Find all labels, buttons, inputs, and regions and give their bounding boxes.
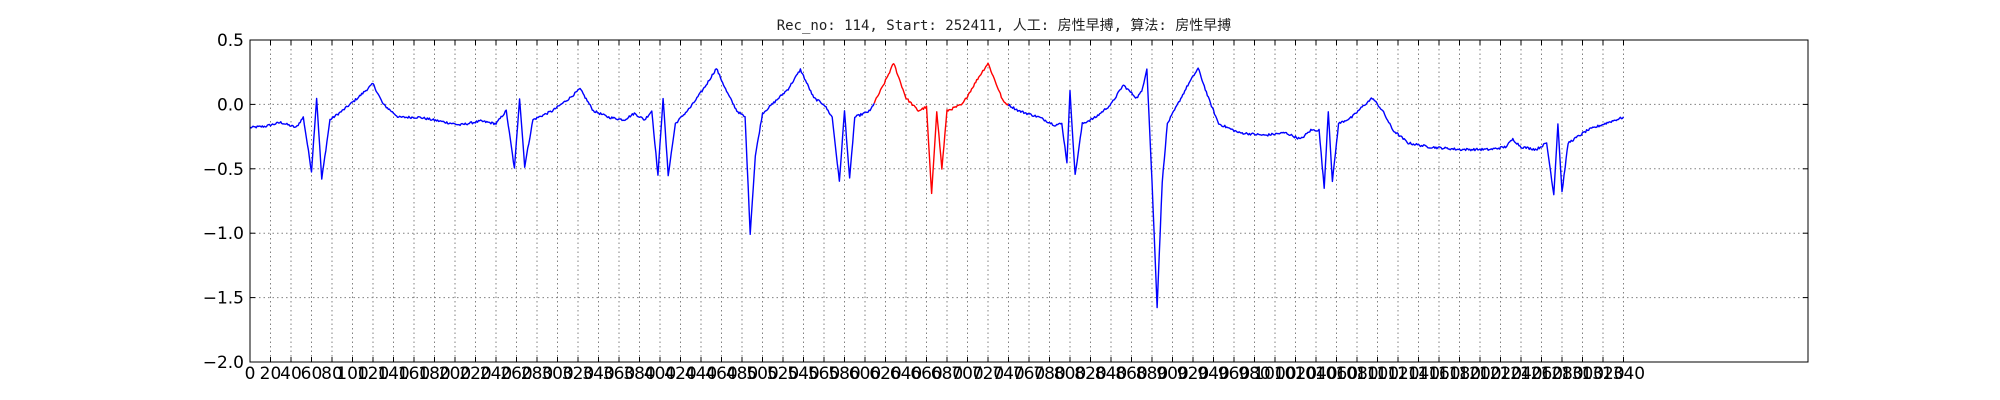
x-tick-label: 0 [245,364,256,384]
x-tick-label: 1100 [1356,364,1399,384]
x-tick-label: 1160 [1417,364,1460,384]
x-tick-label: 1340 [1602,364,1645,384]
ecg-signal-series [249,62,1625,309]
x-tick-label: 300 [541,364,573,384]
x-tick-label: 80 [321,364,343,384]
highlighted-beat-segment [873,62,1010,195]
x-tick-label: 1240 [1499,364,1542,384]
signal-line-segment [1007,67,1625,309]
x-tick-label: 140 [377,364,409,384]
x-tick-label: 1120 [1376,364,1419,384]
x-tick-label: 480 [726,364,758,384]
x-tick-label: 660 [910,364,942,384]
x-tick-label: 640 [890,364,922,384]
y-tick-label: −2.0 [203,353,244,373]
x-tick-label: 280 [521,364,553,384]
x-tick-label: 160 [398,364,430,384]
x-tick-label: 1040 [1294,364,1337,384]
x-tick-label: 560 [808,364,840,384]
x-tick-label: 360 [603,364,635,384]
x-tick-label: 120 [357,364,389,384]
y-tick-label: −1.0 [203,224,244,244]
x-tick-label: 60 [301,364,323,384]
x-tick-label: 600 [849,364,881,384]
x-tick-label: 540 [787,364,819,384]
x-tick-label: 40 [280,364,302,384]
signal-line-segment [249,68,875,236]
x-tick-label: 380 [623,364,655,384]
x-tick-label: 1280 [1540,364,1583,384]
y-tick-label: 0.5 [217,31,244,51]
x-tick-label: 1000 [1253,364,1296,384]
x-tick-label: 720 [972,364,1004,384]
x-axis-ticks: 0 204060801001201401601802002202402602803… [245,40,1645,384]
x-tick-label: 440 [685,364,717,384]
x-tick-label: 980 [1238,364,1270,384]
x-tick-label: 860 [1115,364,1147,384]
x-tick-label: 940 [1197,364,1229,384]
x-tick-label: 420 [664,364,696,384]
x-tick-label: 880 [1136,364,1168,384]
x-tick-label: 240 [480,364,512,384]
x-tick-label: 1320 [1581,364,1624,384]
x-tick-label: 960 [1218,364,1250,384]
x-tick-label: 1300 [1561,364,1604,384]
x-tick-label: 220 [459,364,491,384]
x-tick-label: 1060 [1315,364,1358,384]
y-axis-ticks: 0.5 0.0 −0.5 −1.0 −1.5 −2.0 [203,31,1808,373]
x-tick-label: 800 [1054,364,1086,384]
x-tick-label: 760 [1013,364,1045,384]
x-tick-label: 700 [951,364,983,384]
x-tick-label: 400 [644,364,676,384]
x-tick-label: 260 [500,364,532,384]
x-tick-label: 1180 [1438,364,1481,384]
chart-title: Rec_no: 114, Start: 252411, 人工: 房性早搏, 算法… [777,17,1232,34]
x-tick-label: 780 [1033,364,1065,384]
x-tick-label: 820 [1074,364,1106,384]
x-tick-label: 180 [418,364,450,384]
x-tick-label: 840 [1095,364,1127,384]
y-tick-label: −0.5 [203,160,244,180]
x-tick-label: 1140 [1397,364,1440,384]
x-tick-label: 460 [705,364,737,384]
y-tick-label: −1.5 [203,289,244,309]
x-tick-label: 1260 [1520,364,1563,384]
x-tick-label: 1020 [1274,364,1317,384]
x-tick-label: 20 [260,364,282,384]
x-tick-label: 200 [439,364,471,384]
x-tick-label: 680 [931,364,963,384]
x-tick-label: 920 [1177,364,1209,384]
x-tick-label: 100 [336,364,368,384]
x-tick-label: 1080 [1335,364,1378,384]
x-tick-label: 620 [869,364,901,384]
x-tick-label: 740 [992,364,1024,384]
x-tick-label: 340 [582,364,614,384]
y-tick-label: 0.0 [217,95,244,115]
x-tick-label: 1220 [1479,364,1522,384]
x-tick-label: 580 [828,364,860,384]
x-tick-label: 320 [562,364,594,384]
x-tick-label: 900 [1156,364,1188,384]
x-tick-label: 1200 [1458,364,1501,384]
x-tick-label: 520 [767,364,799,384]
x-tick-label: 500 [746,364,778,384]
